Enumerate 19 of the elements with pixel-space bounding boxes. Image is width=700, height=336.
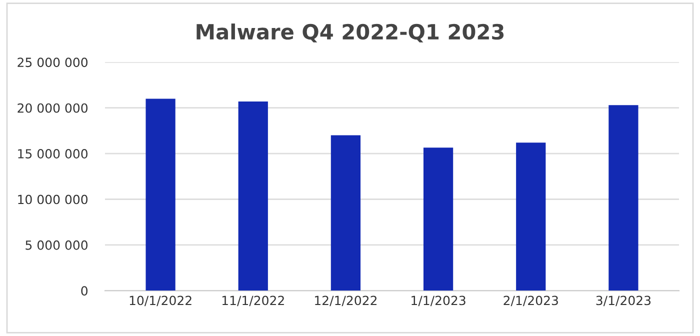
x-tick-label: 1/1/2023 bbox=[412, 296, 466, 306]
x-tick-label: 11/1/2022 bbox=[222, 296, 284, 306]
y-tick-label: 10 000 000 bbox=[18, 194, 88, 204]
y-tick-label: 20 000 000 bbox=[18, 103, 88, 113]
bar bbox=[146, 98, 176, 291]
chart-title: Malware Q4 2022-Q1 2023 bbox=[196, 24, 504, 42]
x-tick-label: 12/1/2022 bbox=[315, 296, 377, 306]
bar bbox=[608, 105, 638, 291]
bar bbox=[330, 135, 361, 291]
y-tick-label: 25 000 000 bbox=[18, 58, 88, 68]
bar bbox=[516, 142, 546, 291]
x-tick-label: 3/1/2023 bbox=[596, 296, 651, 306]
bar bbox=[238, 101, 268, 291]
x-tick-label: 2/1/2023 bbox=[504, 296, 558, 306]
bar bbox=[423, 148, 454, 291]
y-tick-label: 0 bbox=[81, 286, 88, 296]
x-tick-label: 10/1/2022 bbox=[130, 296, 192, 306]
y-tick-label: 15 000 000 bbox=[18, 149, 88, 158]
y-tick-label: 5 000 000 bbox=[26, 240, 88, 250]
